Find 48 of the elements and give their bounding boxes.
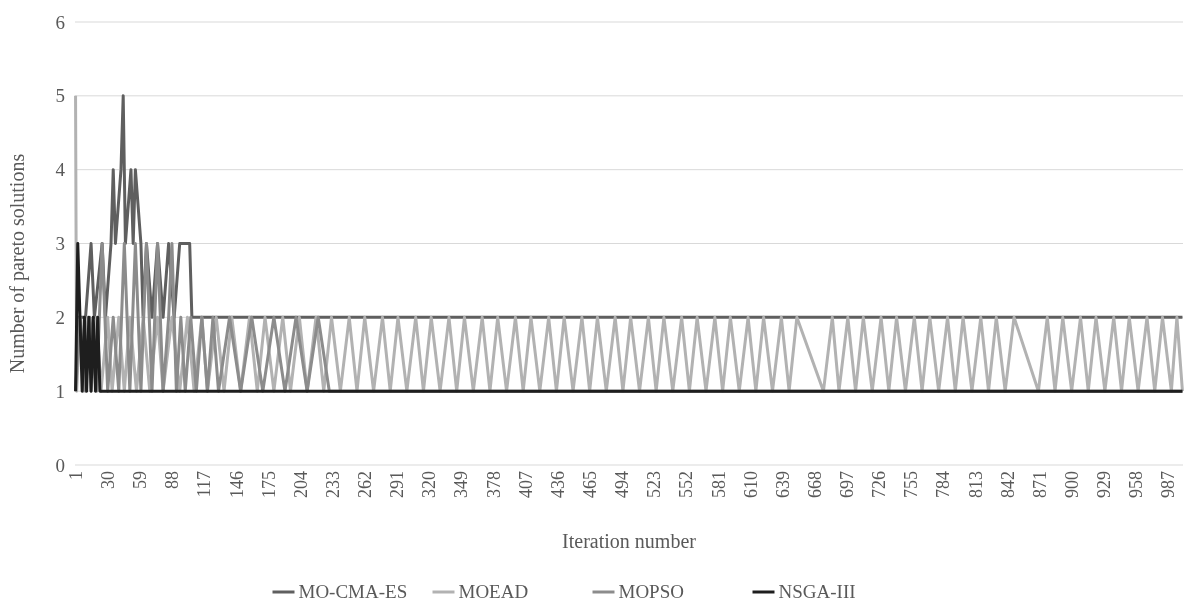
x-tick-label: 523 bbox=[644, 471, 665, 498]
y-tick-label: 0 bbox=[55, 454, 65, 476]
x-tick-label: 117 bbox=[194, 471, 215, 498]
x-tick-label: 697 bbox=[837, 471, 858, 498]
x-tick-label: 88 bbox=[162, 471, 183, 489]
x-tick-label: 407 bbox=[515, 471, 536, 498]
x-tick-label: 262 bbox=[355, 471, 376, 498]
y-tick-label: 6 bbox=[55, 11, 65, 33]
y-tick-label: 4 bbox=[55, 159, 66, 181]
legend-label: MO-CMA-ES bbox=[298, 581, 408, 602]
x-tick-label: 349 bbox=[451, 471, 472, 498]
legend-label: NSGA-III bbox=[778, 581, 856, 602]
y-tick-label: 1 bbox=[55, 380, 65, 402]
x-tick-label: 1 bbox=[65, 471, 86, 480]
x-tick-label: 813 bbox=[965, 471, 986, 498]
x-tick-label: 581 bbox=[708, 471, 729, 498]
y-tick-label: 3 bbox=[55, 233, 65, 255]
x-tick-label: 987 bbox=[1158, 471, 1179, 498]
x-tick-label: 465 bbox=[579, 471, 600, 498]
x-tick-label: 958 bbox=[1126, 471, 1147, 498]
y-tick-label: 5 bbox=[55, 85, 65, 107]
x-tick-label: 291 bbox=[387, 471, 408, 498]
x-tick-label: 320 bbox=[419, 471, 440, 498]
x-tick-label: 871 bbox=[1029, 471, 1050, 498]
x-tick-label: 175 bbox=[258, 471, 279, 498]
x-axis-title: Iteration number bbox=[562, 530, 697, 552]
x-tick-label: 900 bbox=[1061, 471, 1082, 498]
x-tick-label: 59 bbox=[130, 471, 151, 489]
x-tick-label: 378 bbox=[483, 471, 504, 498]
x-tick-label: 146 bbox=[226, 471, 247, 498]
legend-label: MOPSO bbox=[618, 581, 684, 602]
x-tick-label: 30 bbox=[97, 471, 118, 489]
x-tick-label: 784 bbox=[933, 471, 954, 498]
x-tick-label: 929 bbox=[1094, 471, 1115, 498]
x-tick-label: 494 bbox=[612, 471, 633, 498]
x-tick-label: 204 bbox=[290, 471, 311, 498]
x-tick-label: 755 bbox=[901, 471, 922, 498]
x-tick-label: 726 bbox=[869, 471, 890, 498]
x-tick-label: 552 bbox=[676, 471, 697, 498]
x-tick-label: 668 bbox=[804, 471, 825, 498]
legend-label: MOEAD bbox=[458, 581, 529, 602]
x-tick-label: 233 bbox=[322, 471, 343, 498]
x-tick-label: 610 bbox=[740, 471, 761, 498]
x-tick-label: 436 bbox=[547, 471, 568, 498]
y-tick-label: 2 bbox=[55, 306, 65, 328]
x-tick-label: 639 bbox=[772, 471, 793, 498]
x-tick-label: 842 bbox=[997, 471, 1018, 498]
y-axis-title: Number of pareto solutions bbox=[6, 153, 29, 374]
